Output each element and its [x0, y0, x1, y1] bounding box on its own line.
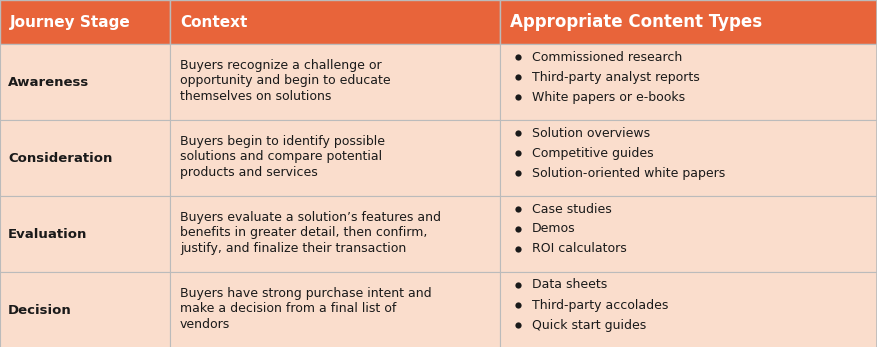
Bar	[170, 44, 500, 120]
Text: Data sheets: Data sheets	[532, 279, 607, 291]
Text: Awareness: Awareness	[8, 76, 89, 88]
Text: ROI calculators: ROI calculators	[532, 243, 627, 255]
Text: vendors: vendors	[180, 318, 231, 331]
Text: Solution-oriented white papers: Solution-oriented white papers	[532, 167, 725, 179]
Bar	[0, 196, 170, 272]
Text: Quick start guides: Quick start guides	[532, 319, 646, 331]
Text: White papers or e-books: White papers or e-books	[532, 91, 685, 103]
Text: Third-party analyst reports: Third-party analyst reports	[532, 70, 700, 84]
Text: Evaluation: Evaluation	[8, 228, 88, 240]
Bar	[170, 272, 500, 347]
Text: Buyers evaluate a solution’s features and: Buyers evaluate a solution’s features an…	[180, 211, 441, 224]
Bar	[170, 0, 500, 44]
Text: Buyers recognize a challenge or: Buyers recognize a challenge or	[180, 59, 381, 72]
Text: Appropriate Content Types: Appropriate Content Types	[510, 13, 762, 31]
Text: solutions and compare potential: solutions and compare potential	[180, 150, 382, 163]
Text: justify, and finalize their transaction: justify, and finalize their transaction	[180, 242, 406, 255]
Bar	[0, 0, 170, 44]
Text: Competitive guides: Competitive guides	[532, 146, 653, 160]
Text: opportunity and begin to educate: opportunity and begin to educate	[180, 74, 390, 87]
Text: Third-party accolades: Third-party accolades	[532, 298, 668, 312]
Text: Buyers begin to identify possible: Buyers begin to identify possible	[180, 135, 385, 148]
Text: benefits in greater detail, then confirm,: benefits in greater detail, then confirm…	[180, 226, 427, 239]
Bar	[170, 120, 500, 196]
Text: Journey Stage: Journey Stage	[10, 15, 131, 29]
Text: Case studies: Case studies	[532, 203, 612, 215]
Text: Solution overviews: Solution overviews	[532, 127, 650, 139]
Text: products and services: products and services	[180, 166, 317, 179]
Bar	[500, 196, 877, 272]
Bar	[170, 196, 500, 272]
Text: Consideration: Consideration	[8, 152, 112, 164]
Text: Context: Context	[180, 15, 247, 29]
Text: Decision: Decision	[8, 304, 72, 316]
Text: make a decision from a final list of: make a decision from a final list of	[180, 302, 396, 315]
Text: Buyers have strong purchase intent and: Buyers have strong purchase intent and	[180, 287, 431, 300]
Bar	[0, 272, 170, 347]
Bar	[500, 44, 877, 120]
Bar	[0, 120, 170, 196]
Bar	[0, 44, 170, 120]
Text: Commissioned research: Commissioned research	[532, 51, 682, 64]
Bar	[500, 0, 877, 44]
Text: themselves on solutions: themselves on solutions	[180, 90, 332, 103]
Bar	[500, 120, 877, 196]
Text: Demos: Demos	[532, 222, 575, 236]
Bar	[500, 272, 877, 347]
